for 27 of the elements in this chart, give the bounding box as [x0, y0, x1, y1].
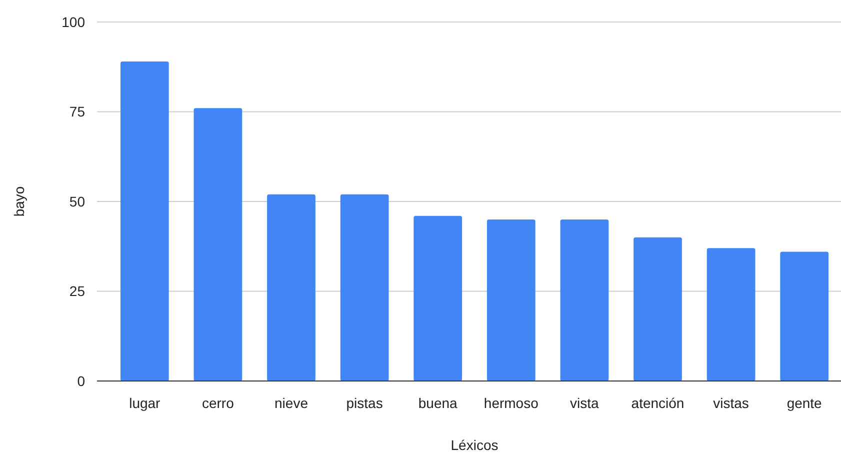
x-tick-label: buena: [418, 395, 458, 411]
bar: [340, 194, 389, 381]
x-axis-title: Léxicos: [450, 437, 498, 453]
y-tick-label: 25: [69, 283, 86, 300]
x-tick-label: vista: [570, 395, 600, 411]
bar: [414, 216, 462, 381]
x-tick-label: nieve: [274, 395, 308, 411]
y-axis-title: bayo: [11, 186, 27, 217]
y-tick-label: 100: [62, 14, 86, 30]
bar: [560, 219, 609, 381]
x-tick-label: cerro: [202, 395, 234, 411]
bar: [120, 61, 169, 381]
bar: [706, 248, 756, 381]
x-tick-label: pistas: [346, 395, 383, 411]
y-tick-label: 50: [69, 193, 86, 210]
bar: [267, 194, 316, 381]
x-tick-label: lugar: [129, 395, 161, 411]
x-tick-label: gente: [786, 395, 822, 411]
y-tick-label: 0: [77, 372, 86, 389]
x-tick-label: atención: [631, 395, 684, 411]
x-tick-label: vistas: [713, 395, 749, 411]
bar: [634, 237, 682, 381]
x-tick-label: hermoso: [484, 395, 539, 411]
bar: [194, 108, 242, 381]
bar: [486, 219, 536, 381]
y-tick-label: 75: [69, 104, 86, 120]
bar: [780, 252, 829, 381]
